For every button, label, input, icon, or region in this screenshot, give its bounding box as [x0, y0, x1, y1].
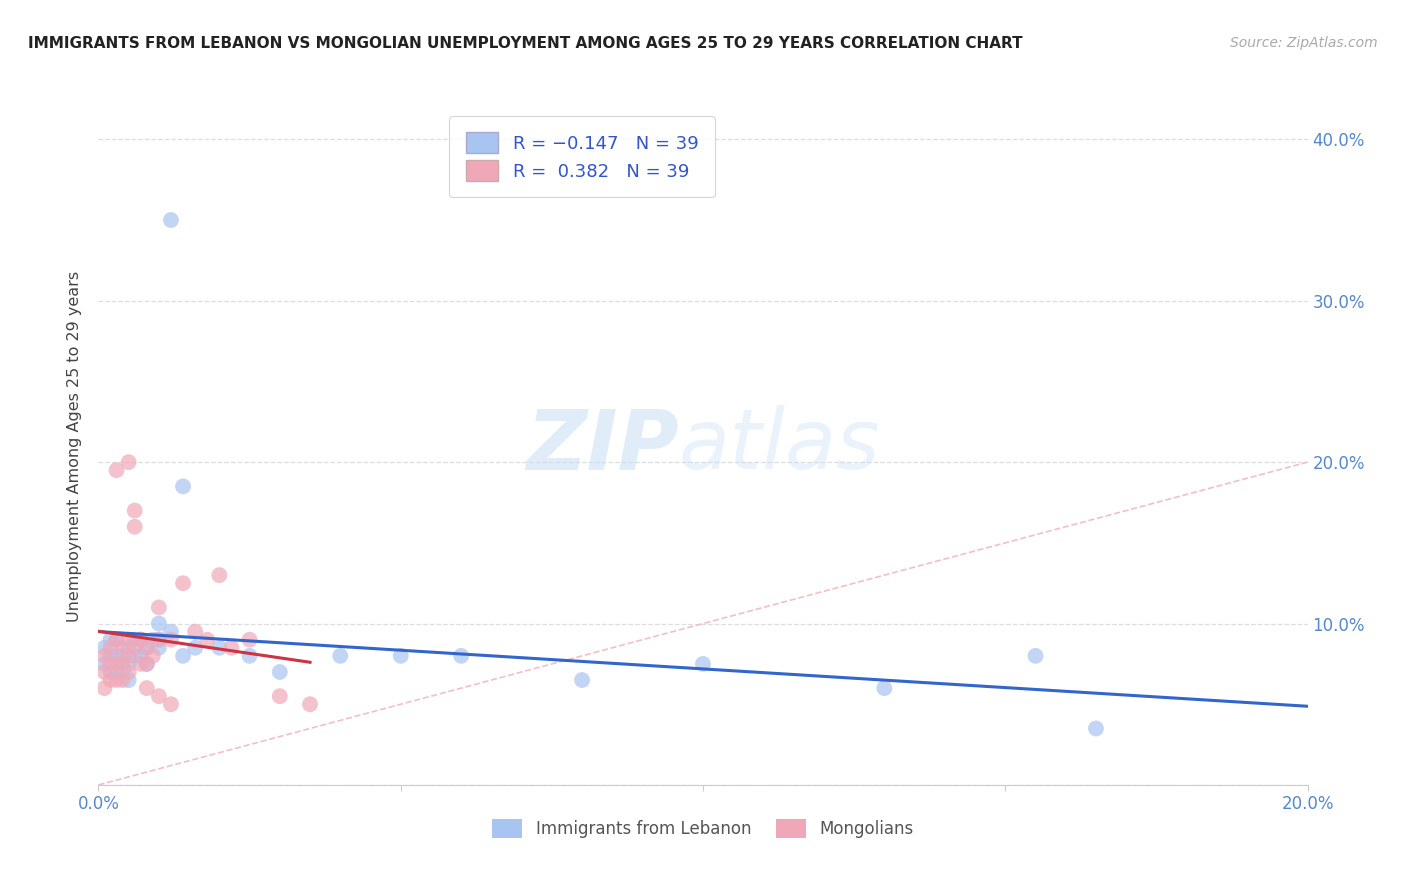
- Immigrants from Lebanon: [105, 665, 128, 679]
- Mongolians: [105, 673, 128, 687]
- Immigrants from Lebanon: [172, 648, 194, 663]
- Immigrants from Lebanon: [148, 640, 170, 655]
- Immigrants from Lebanon: [129, 648, 152, 663]
- Immigrants from Lebanon: [93, 640, 115, 655]
- Immigrants from Lebanon: [118, 640, 141, 655]
- Immigrants from Lebanon: [111, 648, 134, 663]
- Mongolians: [118, 665, 141, 679]
- Mongolians: [208, 568, 231, 582]
- Text: ZIP: ZIP: [526, 406, 679, 486]
- Immigrants from Lebanon: [118, 657, 141, 671]
- Mongolians: [184, 624, 207, 639]
- Immigrants from Lebanon: [873, 681, 896, 695]
- Text: Source: ZipAtlas.com: Source: ZipAtlas.com: [1230, 36, 1378, 50]
- Immigrants from Lebanon: [208, 640, 231, 655]
- Immigrants from Lebanon: [148, 616, 170, 631]
- Immigrants from Lebanon: [118, 673, 141, 687]
- Mongolians: [148, 600, 170, 615]
- Mongolians: [195, 632, 218, 647]
- Mongolians: [124, 519, 146, 533]
- Mongolians: [93, 681, 115, 695]
- Mongolians: [118, 455, 141, 469]
- Mongolians: [148, 689, 170, 703]
- Mongolians: [111, 673, 134, 687]
- Immigrants from Lebanon: [269, 665, 291, 679]
- Mongolians: [111, 657, 134, 671]
- Text: atlas: atlas: [679, 406, 880, 486]
- Mongolians: [129, 632, 152, 647]
- Mongolians: [135, 681, 157, 695]
- Mongolians: [93, 665, 115, 679]
- Mongolians: [100, 673, 122, 687]
- Mongolians: [135, 640, 157, 655]
- Immigrants from Lebanon: [160, 624, 183, 639]
- Y-axis label: Unemployment Among Ages 25 to 29 years: Unemployment Among Ages 25 to 29 years: [67, 270, 83, 622]
- Mongolians: [93, 648, 115, 663]
- Immigrants from Lebanon: [105, 632, 128, 647]
- Mongolians: [105, 463, 128, 477]
- Mongolians: [118, 648, 141, 663]
- Immigrants from Lebanon: [1024, 648, 1046, 663]
- Mongolians: [135, 657, 157, 671]
- Mongolians: [100, 657, 122, 671]
- Mongolians: [105, 657, 128, 671]
- Immigrants from Lebanon: [100, 632, 122, 647]
- Immigrants from Lebanon: [329, 648, 352, 663]
- Mongolians: [299, 698, 322, 712]
- Mongolians: [221, 640, 243, 655]
- Immigrants from Lebanon: [148, 632, 170, 647]
- Immigrants from Lebanon: [100, 665, 122, 679]
- Legend: Immigrants from Lebanon, Mongolians: Immigrants from Lebanon, Mongolians: [485, 812, 921, 845]
- Immigrants from Lebanon: [571, 673, 593, 687]
- Immigrants from Lebanon: [124, 648, 146, 663]
- Mongolians: [160, 698, 183, 712]
- Immigrants from Lebanon: [160, 213, 183, 227]
- Mongolians: [105, 632, 128, 647]
- Immigrants from Lebanon: [184, 640, 207, 655]
- Mongolians: [148, 632, 170, 647]
- Immigrants from Lebanon: [239, 648, 262, 663]
- Immigrants from Lebanon: [692, 657, 714, 671]
- Mongolians: [118, 632, 141, 647]
- Immigrants from Lebanon: [105, 648, 128, 663]
- Mongolians: [239, 632, 262, 647]
- Immigrants from Lebanon: [142, 632, 165, 647]
- Immigrants from Lebanon: [135, 657, 157, 671]
- Mongolians: [111, 640, 134, 655]
- Immigrants from Lebanon: [135, 640, 157, 655]
- Mongolians: [172, 576, 194, 591]
- Mongolians: [124, 503, 146, 517]
- Mongolians: [142, 648, 165, 663]
- Mongolians: [269, 689, 291, 703]
- Mongolians: [129, 657, 152, 671]
- Immigrants from Lebanon: [1085, 722, 1108, 736]
- Immigrants from Lebanon: [93, 657, 115, 671]
- Mongolians: [100, 640, 122, 655]
- Immigrants from Lebanon: [111, 665, 134, 679]
- Immigrants from Lebanon: [124, 632, 146, 647]
- Immigrants from Lebanon: [129, 632, 152, 647]
- Immigrants from Lebanon: [450, 648, 472, 663]
- Mongolians: [160, 632, 183, 647]
- Immigrants from Lebanon: [172, 479, 194, 493]
- Immigrants from Lebanon: [100, 648, 122, 663]
- Mongolians: [124, 640, 146, 655]
- Immigrants from Lebanon: [389, 648, 412, 663]
- Text: IMMIGRANTS FROM LEBANON VS MONGOLIAN UNEMPLOYMENT AMONG AGES 25 TO 29 YEARS CORR: IMMIGRANTS FROM LEBANON VS MONGOLIAN UNE…: [28, 36, 1022, 51]
